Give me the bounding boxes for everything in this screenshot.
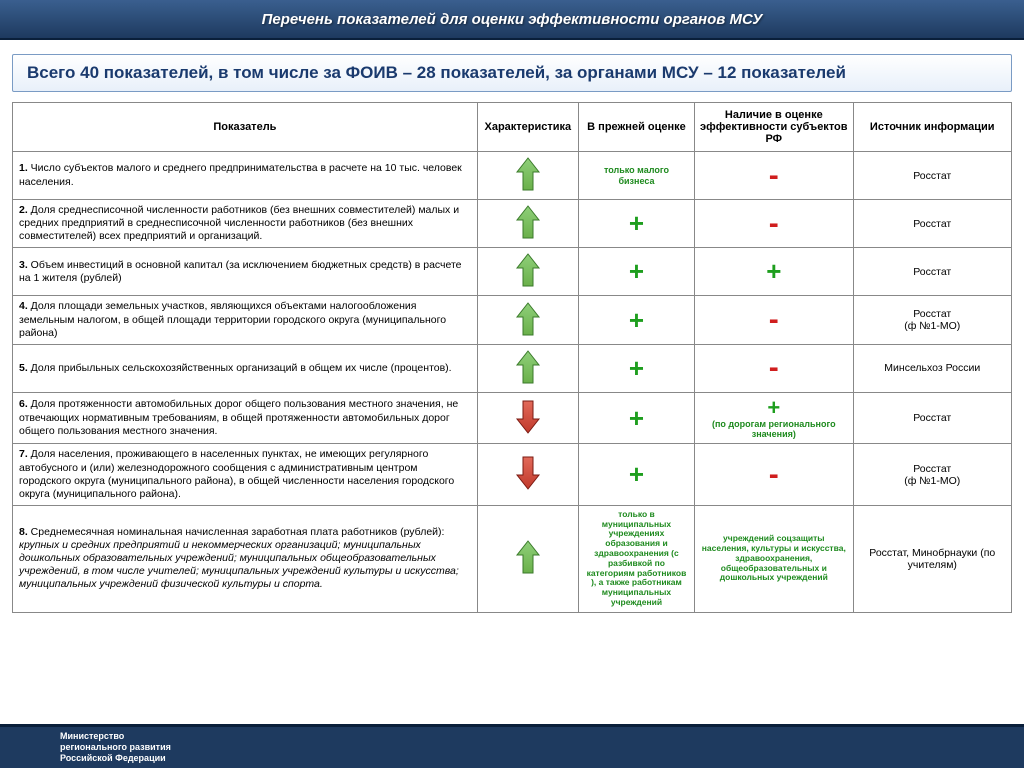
cell-source: Минсельхоз России — [853, 344, 1011, 392]
cell-arrow — [477, 444, 578, 506]
cell-subject-rf: учреждений соцзащиты населения, культуры… — [695, 505, 853, 612]
cell-arrow — [477, 344, 578, 392]
cell-arrow — [477, 248, 578, 296]
plus-icon: + — [585, 459, 688, 490]
cell-subject-rf: +(по дорогам регионального значения) — [695, 392, 853, 444]
plus-icon: + — [585, 305, 688, 336]
footer-bar: Министерство регионального развития Росс… — [0, 724, 1024, 768]
cell-previous: + — [578, 200, 694, 248]
page-title: Перечень показателей для оценки эффектив… — [262, 11, 763, 28]
table-row: 2. Доля среднесписочной численности рабо… — [13, 200, 1012, 248]
cell-previous: только малого бизнеса — [578, 152, 694, 200]
cell-subject-rf: - — [695, 444, 853, 506]
cell-previous: + — [578, 392, 694, 444]
col-header-subject-rf: Наличие в оценке эффективности субъектов… — [695, 103, 853, 152]
cell-indicator: 3. Объем инвестиций в основной капитал (… — [13, 248, 478, 296]
arrow-up-icon — [515, 539, 541, 575]
plus-icon: + — [585, 403, 688, 434]
cell-subject-rf: - — [695, 344, 853, 392]
arrow-up-icon — [515, 301, 541, 337]
arrow-up-icon — [515, 349, 541, 385]
cell-previous: + — [578, 248, 694, 296]
col-header-indicator: Показатель — [13, 103, 478, 152]
col-header-characteristic: Характеристика — [477, 103, 578, 152]
footer-line3: Российской Федерации — [60, 753, 166, 763]
arrow-down-icon — [515, 399, 541, 435]
table-row: 1. Число субъектов малого и среднего пре… — [13, 152, 1012, 200]
minus-icon: - — [701, 458, 846, 492]
cell-arrow — [477, 505, 578, 612]
table-row: 7. Доля населения, проживающего в населе… — [13, 444, 1012, 506]
arrow-up-icon — [515, 156, 541, 192]
col-header-previous: В прежней оценке — [578, 103, 694, 152]
table-row: 3. Объем инвестиций в основной капитал (… — [13, 248, 1012, 296]
footer-line2: регионального развития — [60, 742, 171, 752]
cell-source: Росстат — [853, 200, 1011, 248]
plus-icon: + — [585, 208, 688, 239]
table-header-row: Показатель Характеристика В прежней оцен… — [13, 103, 1012, 152]
cell-previous: + — [578, 444, 694, 506]
cell-source: Росстат — [853, 152, 1011, 200]
minus-icon: - — [701, 207, 846, 241]
cell-arrow — [477, 152, 578, 200]
plus-with-note: +(по дорогам регионального значения) — [701, 397, 846, 440]
cell-previous: + — [578, 296, 694, 344]
cell-indicator: 2. Доля среднесписочной численности рабо… — [13, 200, 478, 248]
cell-note: только малого бизнеса — [585, 165, 688, 186]
cell-arrow — [477, 392, 578, 444]
cell-indicator: 8. Среднемесячная номинальная начисленна… — [13, 505, 478, 612]
table-row: 8. Среднемесячная номинальная начисленна… — [13, 505, 1012, 612]
col-header-source: Источник информации — [853, 103, 1011, 152]
cell-indicator: 7. Доля населения, проживающего в населе… — [13, 444, 478, 506]
footer-ministry: Министерство регионального развития Росс… — [60, 731, 171, 763]
table-body: 1. Число субъектов малого и среднего пре… — [13, 152, 1012, 613]
summary-box: Всего 40 показателей, в том числе за ФОИ… — [12, 54, 1012, 92]
cell-subject-rf: - — [695, 296, 853, 344]
cell-subject-rf: - — [695, 152, 853, 200]
cell-indicator: 6. Доля протяженности автомобильных доро… — [13, 392, 478, 444]
footer-line1: Министерство — [60, 731, 124, 741]
cell-subject-rf: - — [695, 200, 853, 248]
arrow-down-icon — [515, 455, 541, 491]
header-bar: Перечень показателей для оценки эффектив… — [0, 0, 1024, 40]
minus-icon: - — [701, 303, 846, 337]
minus-icon: - — [701, 159, 846, 193]
plus-icon: + — [585, 256, 688, 287]
arrow-up-icon — [515, 252, 541, 288]
table-row: 4. Доля площади земельных участков, явля… — [13, 296, 1012, 344]
cell-arrow — [477, 296, 578, 344]
cell-previous: только в муниципальных учреждениях образ… — [578, 505, 694, 612]
cell-source: Росстат (ф №1-МО) — [853, 444, 1011, 506]
plus-icon: + — [585, 353, 688, 384]
cell-source: Росстат, Минобрнауки (по учителям) — [853, 505, 1011, 612]
cell-long-note: только в муниципальных учреждениях образ… — [585, 510, 688, 608]
plus-icon: + — [701, 256, 846, 287]
table-row: 5. Доля прибыльных сельскохозяйственных … — [13, 344, 1012, 392]
cell-indicator: 5. Доля прибыльных сельскохозяйственных … — [13, 344, 478, 392]
cell-arrow — [477, 200, 578, 248]
cell-long-note: учреждений соцзащиты населения, культуры… — [701, 534, 846, 583]
table-row: 6. Доля протяженности автомобильных доро… — [13, 392, 1012, 444]
cell-source: Росстат (ф №1-МО) — [853, 296, 1011, 344]
cell-indicator: 4. Доля площади земельных участков, явля… — [13, 296, 478, 344]
cell-previous: + — [578, 344, 694, 392]
cell-subject-rf: + — [695, 248, 853, 296]
cell-source: Росстат — [853, 248, 1011, 296]
arrow-up-icon — [515, 204, 541, 240]
cell-indicator: 1. Число субъектов малого и среднего пре… — [13, 152, 478, 200]
summary-text: Всего 40 показателей, в том числе за ФОИ… — [27, 63, 846, 82]
indicators-table: Показатель Характеристика В прежней оцен… — [12, 102, 1012, 613]
cell-source: Росстат — [853, 392, 1011, 444]
minus-icon: - — [701, 351, 846, 385]
